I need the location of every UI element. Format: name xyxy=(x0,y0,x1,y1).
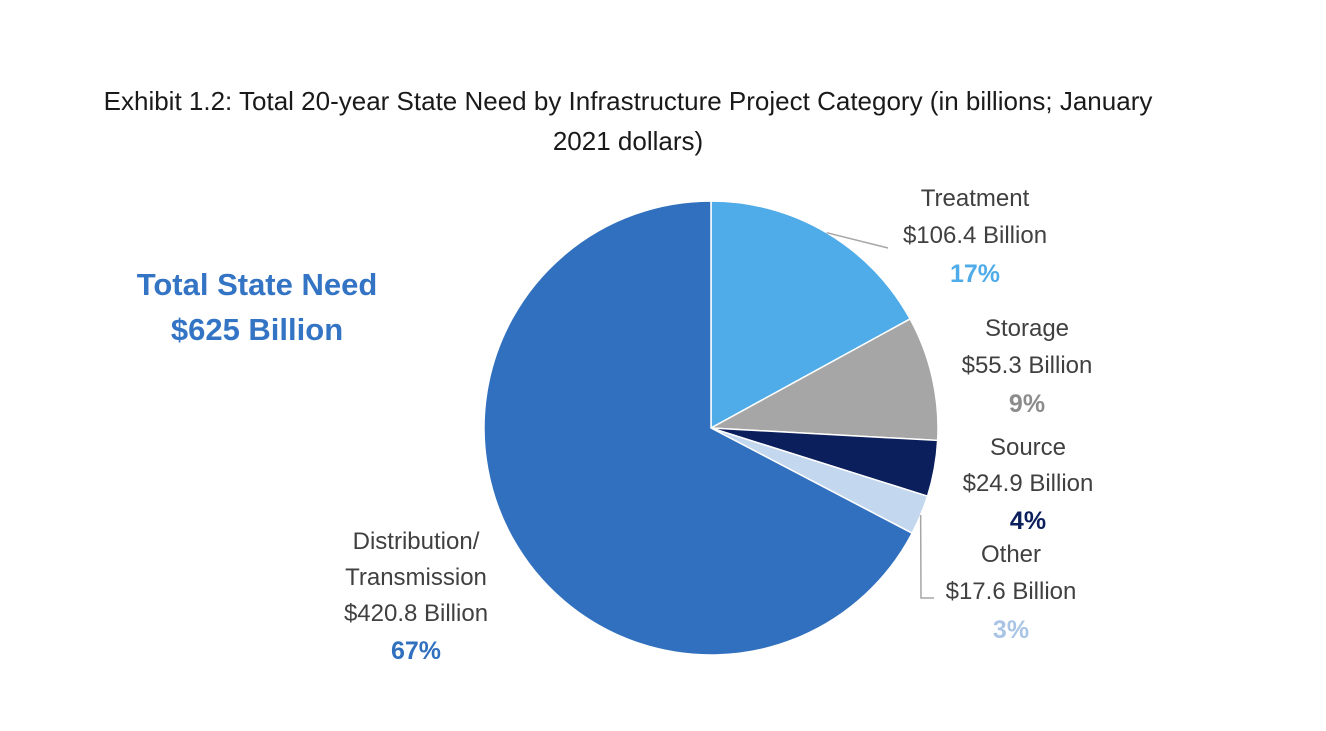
leader-lines xyxy=(826,231,934,599)
chart-title-line-2: 2021 dollars) xyxy=(553,126,703,156)
slice-label-other-percent: 3% xyxy=(993,616,1029,644)
slice-labels: Treatment $106.4 Billion 17% Storage $55.3 B… xyxy=(344,185,1093,665)
slice-label-storage-name-1: Storage xyxy=(985,315,1069,342)
total-need-amount: $625 Billion xyxy=(171,312,343,347)
slice-label-storage-percent: 9% xyxy=(1009,390,1045,418)
slice-label-treatment-amount: $106.4 Billion xyxy=(903,222,1047,249)
total-need-label: Total State Need xyxy=(137,267,378,302)
slice-label-distribution-amount: $420.8 Billion xyxy=(344,600,488,627)
slice-label-distribution-name-1: Distribution/ xyxy=(353,528,480,555)
slice-label-distribution-name-2: Transmission xyxy=(345,564,487,591)
slice-label-source-amount: $24.9 Billion xyxy=(963,470,1094,497)
slice-label-treatment-percent: 17% xyxy=(950,260,1000,288)
leader-line-treatment xyxy=(826,231,889,249)
slice-label-source-name-1: Source xyxy=(990,434,1066,461)
slice-label-other-amount: $17.6 Billion xyxy=(946,578,1077,605)
pie-slices xyxy=(483,200,939,656)
slice-label-storage-amount: $55.3 Billion xyxy=(962,352,1093,379)
slice-label-other-name-1: Other xyxy=(981,541,1041,568)
slice-label-treatment-name-1: Treatment xyxy=(921,185,1030,212)
slice-label-source-percent: 4% xyxy=(1010,507,1046,535)
leader-line-other xyxy=(919,515,934,599)
slice-label-distribution-percent: 67% xyxy=(391,637,441,665)
chart-title-line-1: Exhibit 1.2: Total 20-year State Need by… xyxy=(104,86,1153,116)
pie-slice-distribution xyxy=(483,200,914,656)
pie-slice-storage xyxy=(708,317,939,442)
